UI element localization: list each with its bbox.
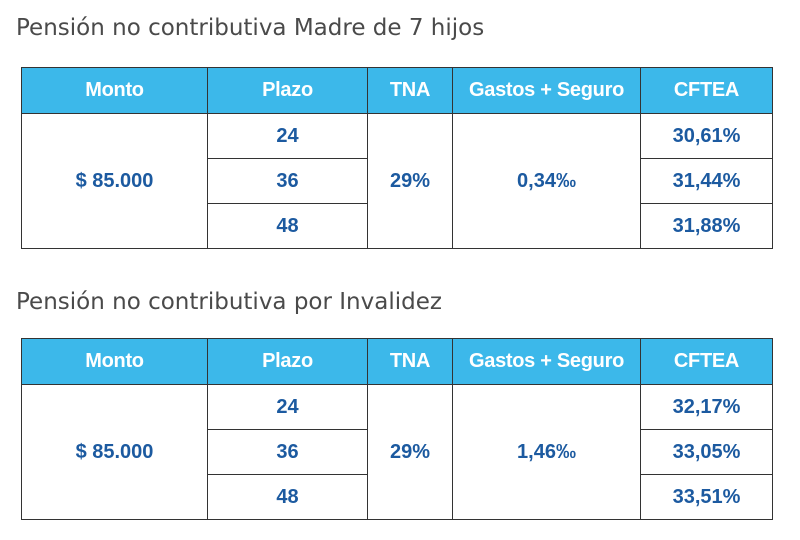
table-row: $ 85.000 24 29% 0,34‰ 30,61%	[21, 113, 773, 249]
table-row: 36 33,05%	[22, 429, 773, 475]
gastos-seguro-cell: 1,46‰	[452, 384, 641, 520]
section-title: Pensión no contributiva Madre de 7 hijos	[16, 15, 485, 41]
header-gastos-seguro: Gastos + Seguro	[452, 67, 641, 114]
cftea-cell: 31,88%	[640, 203, 773, 249]
cftea-cell: 33,05%	[640, 429, 773, 475]
plazo-cell: 24	[207, 113, 368, 159]
plazo-cell: 36	[207, 429, 368, 475]
header-monto: Monto	[21, 67, 208, 114]
header-cftea: CFTEA	[640, 338, 773, 385]
header-cftea: CFTEA	[640, 67, 773, 114]
cftea-cell: 33,51%	[640, 474, 773, 520]
tna-cell: 29%	[367, 384, 453, 520]
cftea-cell: 31,44%	[640, 158, 773, 204]
table-header-row: Monto Plazo TNA Gastos + Seguro CFTEA	[21, 338, 773, 385]
rates-table: Monto Plazo TNA Gastos + Seguro CFTEA $ …	[21, 338, 773, 520]
plazo-cell: 24	[207, 384, 368, 430]
plazo-cell: 36	[207, 158, 368, 204]
plazo-cell: 48	[207, 474, 368, 520]
tna-cell: 29%	[367, 113, 453, 249]
plazo-cell: 48	[207, 203, 368, 249]
table-row: 48 31,88%	[22, 203, 773, 249]
header-tna: TNA	[367, 67, 453, 114]
rates-table: Monto Plazo TNA Gastos + Seguro CFTEA $ …	[21, 67, 773, 249]
gastos-seguro-cell: 0,34‰	[452, 113, 641, 249]
monto-cell: $ 85.000	[21, 113, 208, 249]
header-tna: TNA	[367, 338, 453, 385]
table-row: 36 31,44%	[22, 158, 773, 204]
section-title: Pensión no contributiva por Invalidez	[16, 289, 442, 315]
cftea-cell: 30,61%	[640, 113, 773, 159]
header-plazo: Plazo	[207, 338, 368, 385]
table-row: $ 85.000 24 29% 1,46‰ 32,17%	[21, 384, 773, 520]
table-row: 48 33,51%	[22, 474, 773, 520]
cftea-cell: 32,17%	[640, 384, 773, 430]
header-plazo: Plazo	[207, 67, 368, 114]
table-header-row: Monto Plazo TNA Gastos + Seguro CFTEA	[21, 67, 773, 114]
header-gastos-seguro: Gastos + Seguro	[452, 338, 641, 385]
monto-cell: $ 85.000	[21, 384, 208, 520]
header-monto: Monto	[21, 338, 208, 385]
